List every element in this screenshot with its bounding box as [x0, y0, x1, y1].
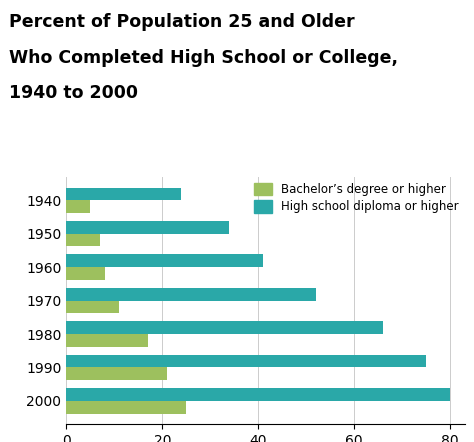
Bar — [66, 388, 450, 401]
Bar — [66, 367, 167, 380]
Text: 1940 to 2000: 1940 to 2000 — [9, 84, 138, 102]
Bar — [66, 334, 148, 347]
Bar — [66, 234, 100, 246]
Text: Who Completed High School or College,: Who Completed High School or College, — [9, 49, 399, 67]
Bar — [66, 355, 426, 367]
Bar — [66, 267, 105, 280]
Legend: Bachelor’s degree or higher, High school diploma or higher: Bachelor’s degree or higher, High school… — [254, 183, 459, 213]
Bar — [66, 401, 186, 414]
Bar — [66, 321, 383, 334]
Bar — [66, 200, 91, 213]
Bar — [66, 288, 316, 301]
Bar — [66, 221, 229, 234]
Text: Percent of Population 25 and Older: Percent of Population 25 and Older — [9, 13, 355, 31]
Bar — [66, 301, 119, 313]
Bar — [66, 187, 182, 200]
Bar — [66, 255, 263, 267]
